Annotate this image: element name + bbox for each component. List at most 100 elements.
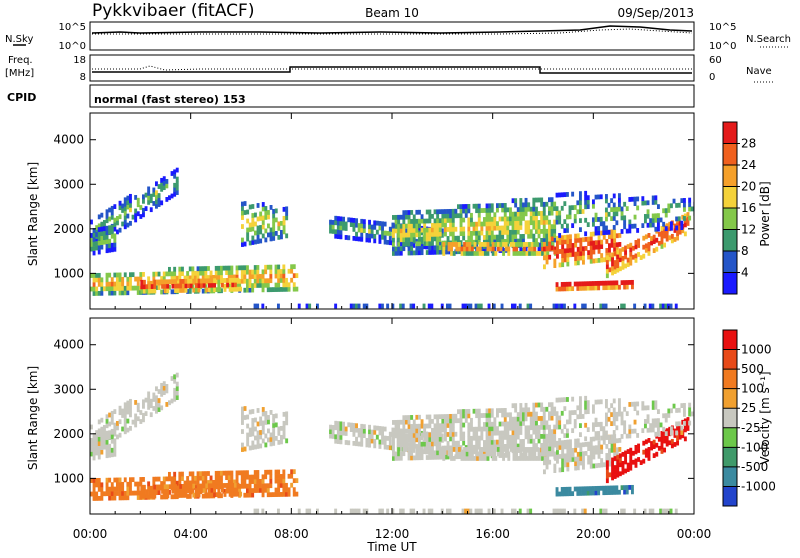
power-cell <box>423 232 427 237</box>
velocity-cell <box>110 452 114 458</box>
power-cell <box>446 213 450 219</box>
velocity-cell <box>397 433 401 439</box>
velocity-cell <box>287 473 291 479</box>
power-cell <box>610 216 614 222</box>
velocity-cell <box>514 443 518 449</box>
power-cell <box>550 245 554 251</box>
power-cell <box>451 231 455 237</box>
velocity-cell <box>251 409 255 414</box>
power-cell <box>277 269 281 274</box>
power-cell <box>196 270 200 276</box>
velocity-cell <box>178 476 182 482</box>
velocity-cell <box>501 421 505 427</box>
power-cell <box>591 203 595 209</box>
velocity-colorbar-label: Velocity [m s⁻¹] <box>758 371 772 464</box>
power-cell <box>462 235 466 241</box>
velocity-cell <box>561 444 565 450</box>
power-cell <box>103 286 106 292</box>
velocity-cell <box>383 435 387 441</box>
velocity-cell <box>589 450 593 456</box>
velocity-cell <box>277 430 281 436</box>
freq-label: Freq. <box>8 55 33 66</box>
velocity-cell <box>399 451 403 457</box>
velocity-cell <box>537 434 541 439</box>
power-cell <box>618 248 622 254</box>
power-cell <box>292 286 296 292</box>
power-cell <box>155 285 158 291</box>
power-cell <box>235 265 239 271</box>
power-cell <box>533 246 537 252</box>
power-cell <box>191 266 195 272</box>
velocity-cell <box>668 440 672 446</box>
velocity-cell <box>545 406 549 412</box>
power-cell <box>514 229 518 235</box>
velocity-cell <box>123 411 127 417</box>
power-cell <box>543 241 546 247</box>
velocity-cell <box>683 436 687 442</box>
velocity-cell <box>155 476 158 482</box>
power-cell <box>392 251 395 256</box>
velocity-cell <box>629 465 633 471</box>
velocity-cell <box>436 441 440 447</box>
power-cell <box>560 282 564 287</box>
power-cell <box>397 228 401 234</box>
velocity-cell <box>553 424 557 430</box>
power-cell <box>527 229 531 235</box>
power-cell <box>467 226 471 232</box>
power-cell <box>339 234 343 240</box>
velocity-cell <box>161 488 165 494</box>
velocity-cell <box>147 391 151 397</box>
power-cell <box>553 219 557 225</box>
velocity-cell <box>498 444 502 449</box>
power-cell <box>541 251 545 256</box>
power-cell <box>459 208 463 214</box>
power-cell <box>660 244 664 249</box>
power-cell <box>665 236 669 242</box>
velocity-cell <box>675 421 679 427</box>
power-cell <box>342 216 345 222</box>
power-cell <box>92 291 96 296</box>
velocity-cell <box>157 398 161 403</box>
velocity-cell <box>233 491 237 497</box>
velocity-cell <box>415 450 419 456</box>
power-cell <box>277 278 281 283</box>
velocity-cell <box>233 482 237 488</box>
velocity-cell <box>450 456 454 461</box>
power-cell <box>566 252 570 258</box>
power-cell <box>336 229 340 235</box>
power-cell <box>644 247 648 253</box>
power-cell <box>594 281 598 286</box>
velocity-cell <box>599 426 603 432</box>
velocity-cell <box>285 487 288 493</box>
power-cell <box>181 278 185 284</box>
power-cell <box>336 234 340 239</box>
power-cell <box>451 208 455 214</box>
velocity-cell <box>568 491 572 497</box>
power-cell <box>173 187 177 193</box>
velocity-cell <box>100 445 104 451</box>
power-cell <box>161 279 165 285</box>
power-cell <box>205 287 209 293</box>
velocity-cell <box>454 418 458 424</box>
velocity-cell <box>238 483 242 489</box>
power-cell <box>123 290 127 296</box>
velocity-cell <box>357 508 361 514</box>
power-cell <box>592 249 596 255</box>
power-cell <box>650 236 654 241</box>
velocity-cell <box>420 441 424 447</box>
power-cell <box>407 237 411 242</box>
power-cell <box>246 269 249 275</box>
velocity-cell <box>550 441 554 447</box>
velocity-cell <box>365 442 369 448</box>
velocity-cell <box>213 492 217 498</box>
velocity-cell <box>516 412 520 417</box>
power-cell <box>241 237 244 243</box>
velocity-cell <box>436 418 440 424</box>
velocity-cell <box>607 434 611 440</box>
velocity-cell <box>514 407 518 413</box>
velocity-cell <box>586 404 590 410</box>
power-cell <box>583 303 587 309</box>
power-cell <box>129 220 132 226</box>
velocity-cell <box>613 447 617 453</box>
